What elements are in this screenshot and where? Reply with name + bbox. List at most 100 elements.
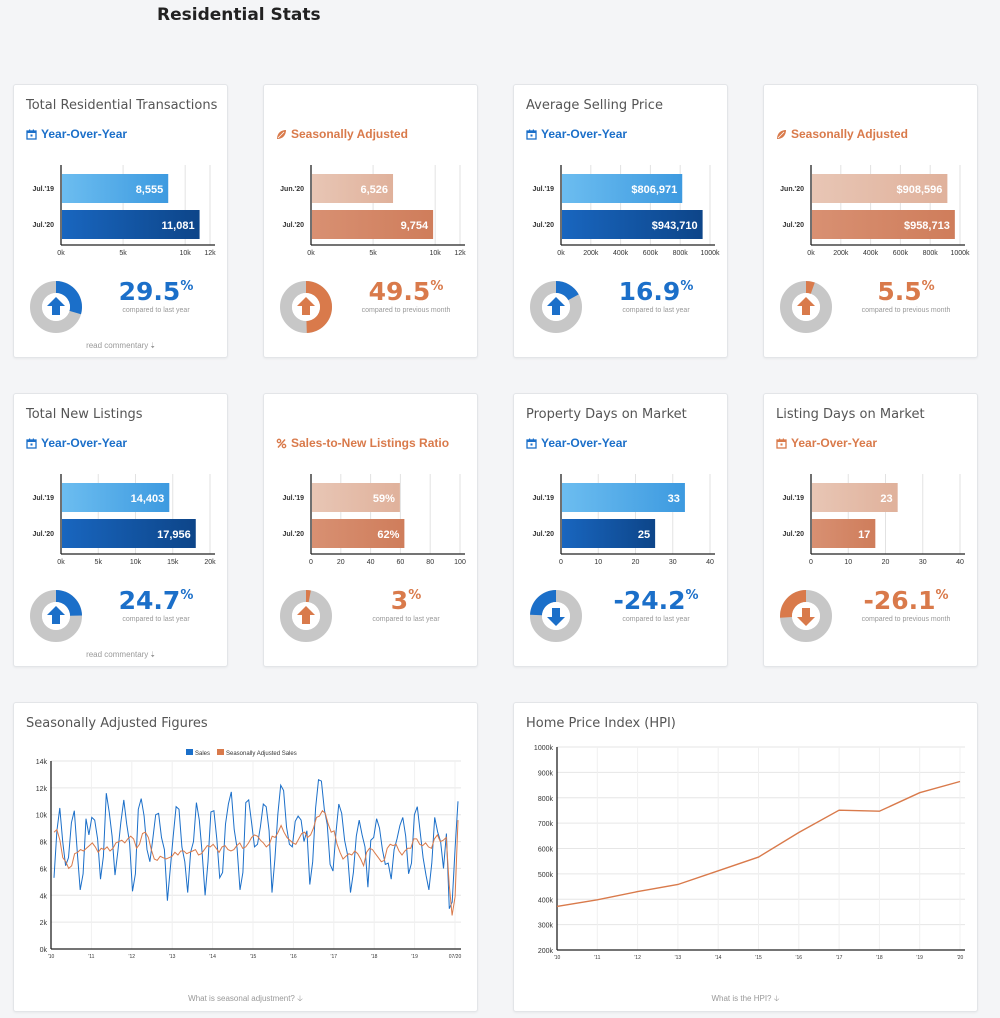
x-tick-label: 20 <box>632 559 640 566</box>
arrow-down-icon: 🡣 <box>773 994 780 1003</box>
card-title: Total Residential Transactions <box>26 98 218 113</box>
percent-change: 3% <box>346 586 466 615</box>
arrow-down-icon <box>797 608 815 626</box>
x-tick-label: 400k <box>613 250 629 257</box>
arrow-down-icon: 🡣 <box>297 994 303 1003</box>
y-tick-label: 4k <box>40 893 48 900</box>
y-tick-label: 900k <box>538 770 554 777</box>
bar-value-label: 11,081 <box>162 220 195 232</box>
hpi-info-link-label[interactable]: What is the HPI? <box>711 994 772 1003</box>
donut-fill <box>806 281 815 294</box>
donut-fill <box>56 590 82 616</box>
donut-gauge <box>530 590 582 642</box>
percent-change-value: 16.9 <box>618 277 681 306</box>
x-tick-label: 30 <box>669 559 677 566</box>
read-commentary-label[interactable]: read commentary <box>86 341 149 350</box>
bar-category-label: Jul.'19 <box>32 186 54 193</box>
bar-category-label: Jun.'20 <box>280 186 304 193</box>
bar-value-label: 14,403 <box>131 493 165 505</box>
donut-fill <box>306 281 332 333</box>
percent-change: 49.5% <box>346 277 466 306</box>
bar <box>562 210 703 239</box>
percent-sign: % <box>180 279 194 294</box>
seasonal-adjustment-link[interactable]: What is seasonal adjustment? 🡣 <box>14 993 477 1007</box>
stat-card: Sales-to-New Listings Ratio 0 20 40 60 80 100 J… <box>263 393 478 667</box>
percent-icon <box>276 438 287 449</box>
x-tick-label: 12k <box>204 250 216 257</box>
x-tick-label: 20 <box>337 559 345 566</box>
donut-fill <box>56 281 82 315</box>
bar-value-label: 59% <box>373 493 395 505</box>
read-commentary-link[interactable]: read commentary 🠣 <box>14 649 227 663</box>
bar-value-label: $958,713 <box>904 220 950 232</box>
bar-value-label: 6,526 <box>360 184 388 196</box>
bar-category-label: Jul.'20 <box>32 222 54 229</box>
x-tick-label: '12 <box>634 955 641 961</box>
x-tick-label: 800k <box>923 250 939 257</box>
x-tick-label: '19 <box>916 955 923 961</box>
percent-change: 16.9% <box>596 277 716 306</box>
hpi-info-link[interactable]: What is the HPI? 🡣 <box>514 993 977 1007</box>
donut-gauge <box>780 281 832 333</box>
bar-category-label: Jul.'20 <box>282 531 304 538</box>
arrow-up-icon <box>297 606 315 624</box>
read-commentary-link[interactable]: read commentary 🠣 <box>14 340 227 354</box>
bar-category-label: Jul.'19 <box>532 495 554 502</box>
stat-card: Seasonally Adjusted 0k 5k 10k 12k Jun.'20 6,52… <box>263 84 478 358</box>
bar <box>562 174 683 203</box>
bar-category-label: Jul.'20 <box>282 222 304 229</box>
x-tick-label: 0k <box>57 250 65 257</box>
bar-chart: 0k 5k 10k 12k Jun.'20 6,526 Jul.'20 9,754 <box>280 165 466 257</box>
sales-line <box>53 779 459 909</box>
x-tick-label: 1000k <box>950 250 970 257</box>
x-tick-label: 10k <box>430 250 442 257</box>
bar-category-label: Jul.'20 <box>532 531 554 538</box>
card-subtitle-label: Seasonally Adjusted <box>291 127 408 141</box>
comparison-note: compared to last year <box>622 616 690 623</box>
card-title: Property Days on Market <box>526 407 687 422</box>
x-tick-label: 200k <box>583 250 599 257</box>
bar-value-label: $806,971 <box>631 184 677 196</box>
x-tick-label: 40 <box>367 559 375 566</box>
y-tick-label: 10k <box>36 813 48 820</box>
bar <box>62 210 200 239</box>
x-tick-label: 12k <box>454 250 466 257</box>
percent-sign: % <box>680 279 694 294</box>
y-tick-label: 6k <box>40 866 48 873</box>
x-tick-label: '14 <box>209 954 216 960</box>
bar-value-label: 23 <box>880 493 892 505</box>
arrow-down-icon: 🠣 <box>148 650 155 659</box>
x-tick-label: '17 <box>331 954 338 960</box>
card-subtitle: Year-Over-Year <box>26 127 127 141</box>
percent-change-value: 5.5 <box>877 277 922 306</box>
card-title: Listing Days on Market <box>776 407 925 422</box>
bar-chart: 0 10 20 30 40 Jul.'19 33 Jul.'20 25 <box>532 474 715 566</box>
donut-gauge <box>30 281 82 333</box>
comparison-note: compared to last year <box>622 307 690 314</box>
seasonally-adjusted-line <box>53 809 459 916</box>
read-commentary-label[interactable]: read commentary <box>86 650 149 659</box>
x-tick-label: '13 <box>675 955 682 961</box>
seasonal-adjustment-link-label[interactable]: What is seasonal adjustment? <box>188 994 295 1003</box>
x-tick-label: '13 <box>169 954 176 960</box>
card-title: Average Selling Price <box>526 98 663 113</box>
y-tick-label: 12k <box>36 786 48 793</box>
legend-label: Seasonally Adjusted Sales <box>226 751 297 757</box>
x-tick-label: 60 <box>397 559 405 566</box>
y-tick-label: 700k <box>538 821 554 828</box>
y-tick-label: 14k <box>36 759 48 766</box>
arrow-up-icon <box>47 297 65 315</box>
card-subtitle: Year-Over-Year <box>776 436 877 450</box>
x-tick-label: 600k <box>643 250 659 257</box>
x-tick-label: 0k <box>307 250 315 257</box>
calendar-icon <box>526 129 537 140</box>
bar <box>812 174 948 203</box>
stat-card: Seasonally Adjusted 0k 200k 400k 600k 800k 100… <box>763 84 978 358</box>
leaf-icon <box>276 129 287 140</box>
legend-swatch <box>217 749 224 755</box>
card-title: Total New Listings <box>26 407 143 422</box>
card-subtitle-label: Year-Over-Year <box>541 127 628 141</box>
hpi-line-chart: 200k 300k 400k 500k 600k 700k 800k 900k 1000k '10… <box>534 745 965 961</box>
y-tick-label: 1000k <box>534 745 554 752</box>
x-tick-label: 200k <box>833 250 849 257</box>
